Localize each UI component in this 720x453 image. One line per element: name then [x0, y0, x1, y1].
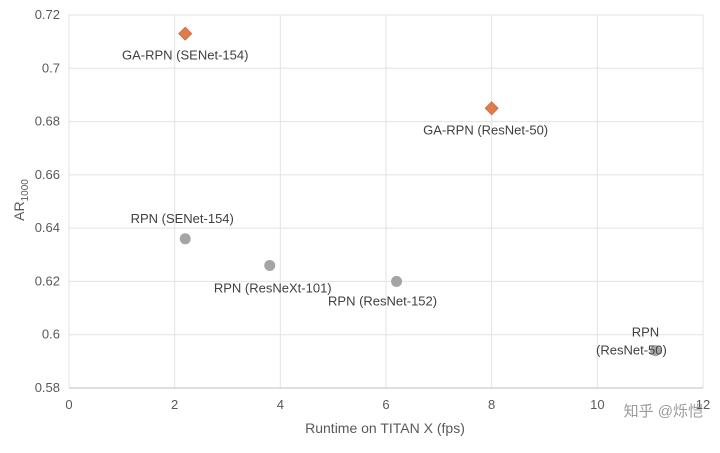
- point-label: RPN (ResNet-50): [596, 325, 667, 358]
- y-axis-title-main: AR: [11, 201, 27, 220]
- diamond-marker: [484, 101, 499, 116]
- point-label: GA-RPN (SENet-154): [122, 48, 248, 63]
- gridlines: [68, 14, 704, 389]
- circle-marker: [391, 275, 403, 287]
- diamond-marker: [178, 26, 193, 41]
- point-label: RPN (ResNeXt-101): [214, 280, 332, 295]
- y-axis-title: AR1000: [11, 179, 31, 221]
- axes: 0.58 0.6 0.62 0.64 0.66 0.68 0.7 0.72 0 2 4 6 8 10 12: [35, 7, 711, 412]
- circle-marker: [649, 345, 661, 357]
- y-tick-label: 0.72: [35, 7, 60, 22]
- x-tick-label: 8: [488, 397, 495, 412]
- y-tick-label: 0.64: [35, 220, 60, 235]
- y-tick-label: 0.62: [35, 273, 60, 288]
- watermark-text: 知乎 @烁恺: [624, 403, 703, 420]
- y-tick-label: 0.66: [35, 167, 60, 182]
- y-tick-label: 0.7: [42, 60, 60, 75]
- x-tick-label: 0: [65, 397, 72, 412]
- x-tick-label: 10: [590, 397, 604, 412]
- x-tick-label: 12: [696, 397, 710, 412]
- point-label: RPN (SENet-154): [131, 211, 234, 226]
- point-label: RPN (ResNet-152): [328, 293, 437, 308]
- x-tick-label: 4: [277, 397, 284, 412]
- point-label: GA-RPN (ResNet-50): [423, 122, 548, 137]
- y-axis-title-subscript: 1000: [20, 179, 31, 202]
- x-tick-label: 6: [382, 397, 389, 412]
- circle-marker: [179, 233, 191, 245]
- y-tick-label: 0.68: [35, 114, 60, 129]
- y-tick-label: 0.58: [35, 380, 60, 395]
- x-tick-label: 2: [171, 397, 178, 412]
- data-points: [178, 26, 661, 357]
- x-axis-title: Runtime on TITAN X (fps): [305, 420, 465, 436]
- circle-marker: [264, 259, 276, 271]
- y-tick-label: 0.6: [42, 327, 60, 342]
- point-labels: GA-RPN (SENet-154) GA-RPN (ResNet-50) RPN …: [122, 48, 667, 358]
